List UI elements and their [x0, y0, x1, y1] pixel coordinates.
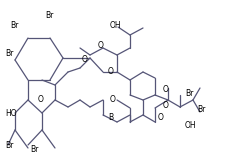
Text: Br: Br — [5, 140, 13, 150]
Text: O: O — [38, 96, 44, 104]
Text: O: O — [163, 86, 169, 94]
Text: O: O — [82, 56, 88, 64]
Text: B: B — [108, 114, 113, 122]
Text: O: O — [158, 114, 164, 122]
Text: Br: Br — [45, 11, 53, 19]
Text: O: O — [110, 96, 116, 104]
Text: O: O — [163, 100, 169, 110]
Text: Br: Br — [197, 105, 205, 115]
Text: O: O — [108, 68, 114, 76]
Text: OH: OH — [110, 21, 122, 29]
Text: Br: Br — [30, 145, 38, 155]
Text: O: O — [98, 40, 104, 50]
Text: Br: Br — [185, 88, 193, 98]
Text: Br: Br — [10, 21, 18, 29]
Text: OH: OH — [185, 121, 197, 129]
Text: HO: HO — [5, 109, 17, 117]
Text: Br: Br — [5, 48, 13, 58]
